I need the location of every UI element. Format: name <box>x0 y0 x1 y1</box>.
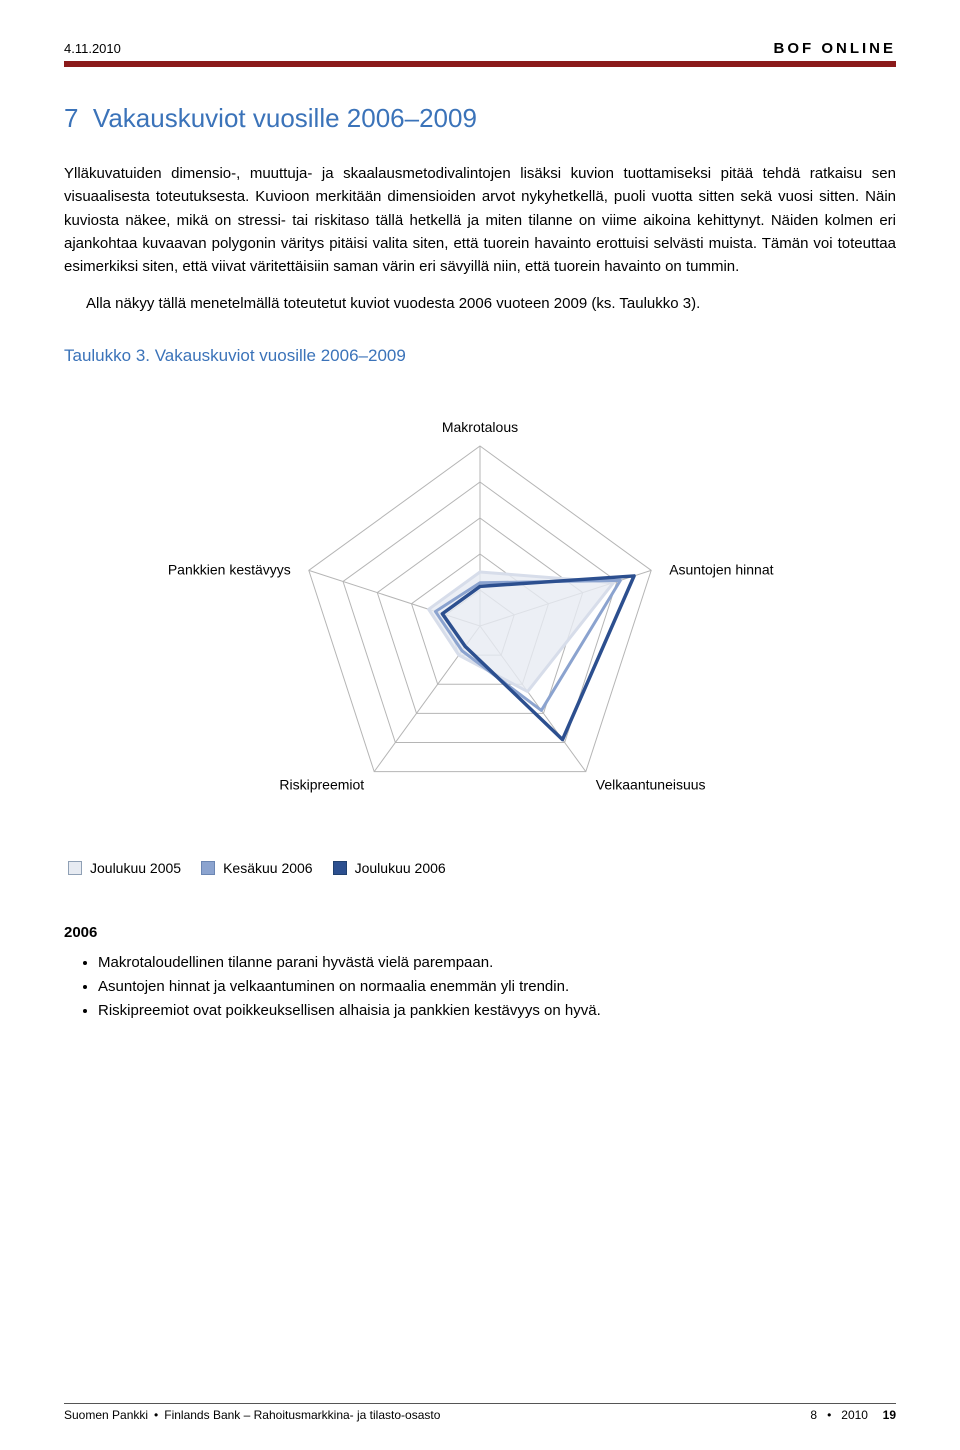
bullet-item: Makrotaloudellinen tilanne parani hyväst… <box>98 951 896 975</box>
radar-chart-container: Makrotalous Asuntojen hinnat Velkaantuneis… <box>64 376 896 876</box>
page-header: 4.11.2010 BOF ONLINE <box>64 40 896 57</box>
chart-legend: Joulukuu 2005 Kesäkuu 2006 Joulukuu 2006 <box>64 860 446 876</box>
legend-swatch <box>333 861 347 875</box>
svg-text:Riskipreemiot: Riskipreemiot <box>279 776 364 792</box>
legend-item: Joulukuu 2005 <box>68 860 181 876</box>
year-summary-block: 2006 Makrotaloudellinen tilanne parani h… <box>64 924 896 1023</box>
footer-dept: Rahoitusmarkkina- ja tilasto-osasto <box>254 1408 441 1422</box>
paragraph-1: Ylläkuvatuiden dimensio-, muuttuja- ja s… <box>64 162 896 278</box>
footer-org-2: Finlands Bank <box>164 1408 240 1422</box>
legend-label: Joulukuu 2006 <box>355 860 446 876</box>
legend-item: Joulukuu 2006 <box>333 860 446 876</box>
section-title-text: Vakauskuviot vuosille 2006–2009 <box>93 103 477 133</box>
footer-page: 19 <box>883 1408 896 1422</box>
header-date: 4.11.2010 <box>64 41 121 56</box>
footer-org-1: Suomen Pankki <box>64 1408 148 1422</box>
table-title: Taulukko 3. Vakauskuviot vuosille 2006–2… <box>64 346 896 366</box>
footer-year: 2010 <box>841 1408 868 1422</box>
legend-swatch <box>201 861 215 875</box>
year-heading: 2006 <box>64 924 896 941</box>
legend-item: Kesäkuu 2006 <box>201 860 313 876</box>
bullet-item: Riskipreemiot ovat poikkeuksellisen alha… <box>98 999 896 1023</box>
svg-text:Pankkien kestävyys: Pankkien kestävyys <box>168 561 291 577</box>
footer-left: Suomen Pankki•Finlands Bank – Rahoitusma… <box>64 1408 440 1422</box>
radar-chart: Makrotalous Asuntojen hinnat Velkaantuneis… <box>160 376 800 856</box>
footer-issue: 8 <box>810 1408 817 1422</box>
legend-swatch <box>68 861 82 875</box>
bullet-item: Asuntojen hinnat ja velkaantuminen on no… <box>98 975 896 999</box>
svg-text:Velkaantuneisuus: Velkaantuneisuus <box>596 776 706 792</box>
header-rule <box>64 61 896 67</box>
legend-label: Kesäkuu 2006 <box>223 860 313 876</box>
footer-right: 8 • 2010 19 <box>810 1408 896 1422</box>
year-bullet-list: Makrotaloudellinen tilanne parani hyväst… <box>64 951 896 1023</box>
svg-text:Asuntojen hinnat: Asuntojen hinnat <box>669 561 773 577</box>
header-brand: BOF ONLINE <box>774 40 897 57</box>
svg-text:Makrotalous: Makrotalous <box>442 419 518 435</box>
legend-label: Joulukuu 2005 <box>90 860 181 876</box>
section-number: 7 <box>64 103 78 133</box>
section-title: 7 Vakauskuviot vuosille 2006–2009 <box>64 103 896 134</box>
paragraph-2: Alla näkyy tällä menetelmällä toteutetut… <box>64 292 896 315</box>
page-footer: Suomen Pankki•Finlands Bank – Rahoitusma… <box>64 1403 896 1422</box>
